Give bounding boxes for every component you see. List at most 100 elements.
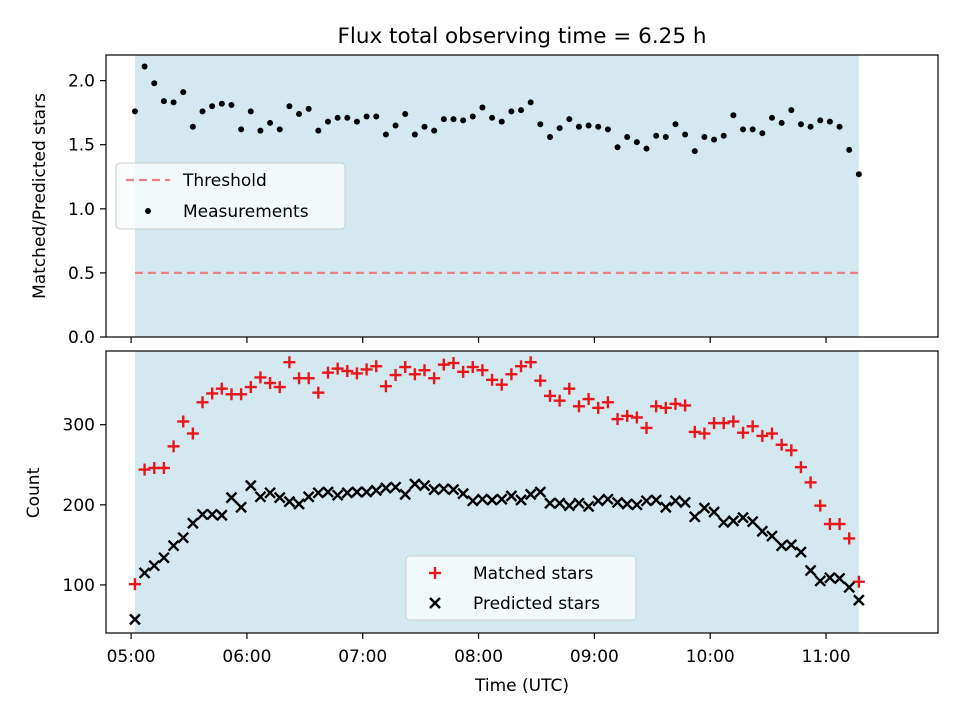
matched-star-point (399, 361, 412, 374)
matched-star-point (341, 365, 354, 378)
predicted-star-point (225, 491, 238, 504)
predicted-star-point (254, 490, 267, 503)
matched-star-point (775, 438, 788, 451)
matched-star-point (563, 382, 576, 395)
predicted-star-point (129, 613, 141, 626)
predicted-star-point (814, 575, 827, 587)
x-tick-label: 05:00 (107, 647, 156, 667)
ratio-legend-box (115, 162, 346, 230)
predicted-star-point (264, 486, 276, 499)
predicted-star-point (196, 508, 209, 521)
measurement-point (228, 101, 235, 108)
matched-star-point (283, 356, 296, 369)
measurement-point (296, 110, 303, 117)
matched-star-point (428, 372, 441, 385)
matched-star-point (244, 381, 257, 394)
predicted-star-point (389, 481, 402, 494)
ratio-plot-frame (105, 54, 939, 338)
predicted-star-point (650, 494, 663, 506)
measurement-point (817, 117, 824, 124)
measurement-point (469, 113, 476, 120)
matched-star-point (505, 368, 518, 381)
matched-star-point (659, 401, 672, 414)
predicted-star-point (698, 502, 711, 514)
matched-star-point (756, 429, 769, 442)
measurements-legend-swatch (145, 208, 151, 214)
measurements-legend-label: Measurements (183, 202, 309, 222)
matched-star-point (370, 360, 383, 373)
measurement-point (421, 123, 428, 130)
ratio-legend: Threshold Measurements (115, 162, 346, 230)
ratio-y-tick-label: 0.5 (68, 264, 95, 284)
measurement-point (537, 121, 544, 128)
predicted-star-point (611, 496, 624, 509)
predicted-star-point (756, 525, 769, 538)
measurement-point (209, 103, 216, 110)
matched-star-point (669, 397, 682, 410)
matched-legend-label: Matched stars (473, 564, 593, 584)
measurement-point (720, 132, 727, 139)
predicted-star-point (824, 571, 836, 584)
matched-star-point (843, 532, 856, 545)
predicted-star-point (515, 494, 527, 506)
predicted-star-point (293, 498, 305, 510)
measurement-point (344, 114, 351, 121)
matched-star-point (331, 362, 344, 375)
matched-stars-series (128, 356, 865, 591)
measurement-point (585, 122, 592, 129)
figure-title: Flux total observing time = 6.25 h (338, 24, 707, 49)
matched-star-point (264, 377, 277, 390)
predicted-star-point (476, 493, 489, 506)
predicted-star-point (631, 498, 643, 511)
measurement-point (768, 114, 775, 121)
measurement-point (662, 134, 669, 141)
measurement-point (604, 126, 611, 133)
measurement-point (363, 113, 370, 120)
measurement-point (170, 99, 177, 106)
predicted-star-point (708, 506, 720, 518)
predicted-star-point (775, 539, 788, 552)
measurement-point (711, 136, 718, 143)
matched-star-point (737, 426, 750, 439)
predicted-star-point (766, 530, 778, 542)
matched-star-point (312, 386, 325, 399)
measurement-point (518, 107, 525, 114)
matched-star-point (437, 358, 450, 371)
predicted-star-point (380, 482, 392, 494)
matched-star-point (273, 381, 286, 394)
predicted-star-point (688, 510, 701, 523)
matched-star-point (515, 360, 528, 373)
predicted-star-point (843, 581, 856, 594)
measurement-point (189, 123, 196, 130)
measurement-point (151, 80, 158, 87)
matched-star-point (814, 499, 827, 512)
predicted-star-point (177, 531, 190, 544)
matched-star-point (350, 367, 363, 380)
measurement-point (392, 122, 399, 129)
predicted-star-point (167, 539, 180, 552)
matched-star-point (360, 363, 373, 376)
matched-star-point (621, 409, 634, 422)
measurement-point (556, 125, 563, 132)
predicted-star-point (563, 499, 576, 512)
matched-star-point (592, 401, 605, 414)
measurement-point (643, 145, 650, 152)
measurement-point (489, 114, 496, 121)
measurement-point (614, 144, 621, 151)
measurement-point (566, 116, 573, 123)
predicted-star-point (418, 479, 431, 492)
predicted-star-point (447, 483, 460, 496)
predicted-star-point (322, 486, 334, 498)
count-y-tick-label: 200 (63, 496, 95, 516)
matched-star-point (389, 369, 402, 382)
predicted-star-point (341, 486, 354, 499)
predicted-star-point (235, 501, 247, 514)
measurement-point (575, 123, 582, 130)
ratio-y-tick-label: 0.0 (68, 328, 95, 348)
measurement-point (479, 104, 486, 111)
measurement-point (334, 114, 341, 121)
predicted-star-point (785, 539, 798, 551)
predicted-star-point (148, 559, 161, 572)
matched-star-point (640, 421, 653, 434)
matched-star-point (746, 420, 759, 433)
